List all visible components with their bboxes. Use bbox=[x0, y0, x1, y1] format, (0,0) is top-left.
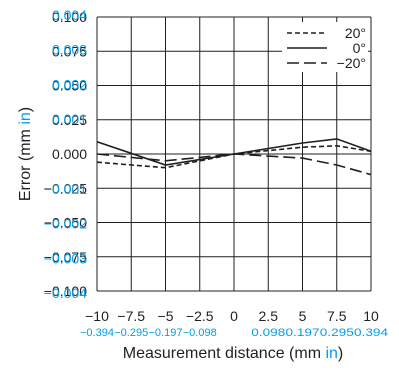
legend-label-2: −20° bbox=[337, 55, 366, 71]
x-tick-label-5: 2.5 bbox=[259, 308, 279, 324]
y-alt-tick-label-1: 0.003 bbox=[52, 42, 87, 58]
y-axis-label: Error (mm in) bbox=[17, 107, 34, 201]
y-alt-tick-label-4: −0.001 bbox=[44, 181, 87, 197]
x-alt-tick-label-2: −0.197 bbox=[149, 327, 183, 339]
y-alt-tick-label-7: −0.004 bbox=[44, 285, 87, 301]
x-tick-label-3: −2.5 bbox=[186, 308, 214, 324]
y-tick-label-7: −0.075 bbox=[44, 249, 87, 265]
y-alt-tick-label-5: −0.002 bbox=[44, 216, 87, 232]
y-tick-label-4: 0.000 bbox=[52, 146, 87, 162]
x-axis-label-prefix: Measurement distance (mm bbox=[123, 345, 326, 362]
y-axis-label-prefix: Error (mm bbox=[17, 125, 34, 201]
y-axis-label-suffix: ) bbox=[17, 107, 34, 112]
x-tick-label-8: 10 bbox=[363, 308, 379, 324]
x-tick-label-0: −10 bbox=[85, 308, 109, 324]
x-tick-label-7: 7.5 bbox=[327, 308, 347, 324]
x-alt-tick-label-3: −0.098 bbox=[183, 327, 217, 339]
x-tick-labels: −10 −0.394−7.5 −0.295 −5 −0.197−2.5 −0.098 0 2.… bbox=[80, 308, 388, 339]
x-alt-tick-label-0: −0.394 bbox=[80, 327, 114, 339]
y-tick-label-3: 0.025 bbox=[52, 112, 87, 128]
y-axis-label-alt-unit: in bbox=[17, 112, 34, 124]
series-line-2 bbox=[96, 153, 372, 176]
y-tick-label-6: −0.050 bbox=[44, 215, 87, 231]
y-tick-label-1: 0.075 bbox=[52, 43, 87, 59]
legend: 20°0°−20° bbox=[282, 22, 368, 72]
y-tick-label-8: −0.100 bbox=[44, 283, 87, 299]
y-alt-tick-label-3: 0.001 bbox=[52, 111, 87, 127]
legend-label-1: 0° bbox=[353, 40, 366, 56]
y-alt-tick-label-0: 0.004 bbox=[52, 7, 87, 23]
series-group bbox=[96, 138, 372, 176]
x-tick-label-1: −7.5 bbox=[117, 308, 145, 324]
x-alt-tick-label-8: 0.394 bbox=[354, 327, 388, 339]
x-alt-tick-label-1: −0.295 bbox=[114, 327, 148, 339]
y-tick-labels: 0.1000.0750.0500.0250.000−0.025−0.050−0.… bbox=[44, 7, 87, 301]
y-tick-label-0: 0.100 bbox=[52, 9, 87, 25]
x-axis-label-alt-unit: in bbox=[325, 345, 337, 362]
y-alt-tick-label-6: −0.003 bbox=[44, 250, 87, 266]
series-line-0 bbox=[96, 144, 372, 169]
y-tick-label-2: 0.050 bbox=[52, 78, 87, 94]
series-line-1 bbox=[96, 138, 372, 166]
x-tick-label-4: 0 bbox=[230, 308, 238, 324]
x-tick-label-2: −5 bbox=[158, 308, 174, 324]
x-axis-label-suffix: ) bbox=[338, 345, 343, 362]
x-alt-tick-label-5: 0.098 bbox=[251, 327, 285, 339]
x-alt-tick-label-6: 0.197 bbox=[286, 327, 320, 339]
y-tick-label-5: −0.025 bbox=[44, 180, 87, 196]
x-alt-tick-label-7: 0.295 bbox=[320, 327, 354, 339]
x-tick-label-6: 5 bbox=[299, 308, 307, 324]
y-alt-tick-label-2: 0.002 bbox=[52, 76, 87, 92]
x-axis-label: Measurement distance (mm in) bbox=[123, 345, 344, 362]
legend-label-0: 20° bbox=[345, 25, 366, 41]
